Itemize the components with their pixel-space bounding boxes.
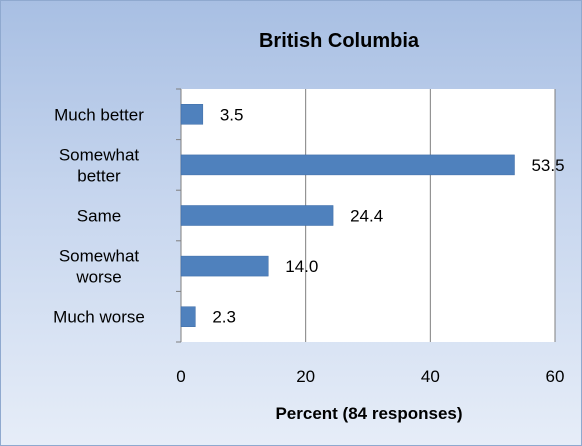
category-label: Much better [54,105,144,124]
category-label: Much worse [53,308,145,327]
x-tick-label: 40 [421,367,440,386]
bar [181,104,203,124]
value-label: 2.3 [212,308,236,327]
x-tick-label: 60 [546,367,565,386]
value-label: 24.4 [350,207,383,226]
category-label-line: better [77,166,121,185]
value-label: 53.5 [531,156,564,175]
category-label-line: Much worse [53,308,145,327]
chart-title: British Columbia [259,30,420,52]
value-label: 3.5 [220,105,244,124]
value-label: 14.0 [285,257,318,276]
category-label: Same [77,207,121,226]
category-label-line: Much better [54,105,144,124]
axes [176,89,181,342]
x-tick-label: 0 [176,367,185,386]
category-label-line: Somewhat [59,145,140,164]
category-label: Somewhat better [59,145,140,185]
bar [181,256,268,276]
category-label-line: Same [77,207,121,226]
bar [181,206,333,226]
x-tick-label: 20 [296,367,315,386]
bar [181,155,514,175]
category-label-line: worse [75,268,121,287]
x-axis-title: Percent (84 responses) [275,404,462,423]
category-label: Somewhat worse [59,247,140,287]
category-label-line: Somewhat [59,247,140,266]
bar [181,307,195,327]
